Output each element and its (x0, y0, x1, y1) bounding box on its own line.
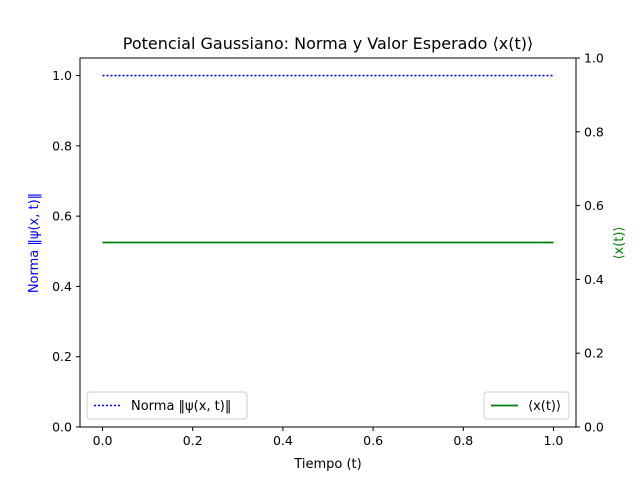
x-tick-label-4: 0.8 (453, 433, 473, 448)
plot-layer: 0.0 0.2 0.4 0.6 0.8 1.0 0.0 0.2 0.4 0.6 0.8 1.0 0.0 0… (52, 51, 604, 449)
legend-norma: Norma ‖ψ(x, t)‖ (86, 391, 248, 420)
x-tick-label-5: 1.0 (544, 433, 564, 448)
x-tick-label-0: 0.0 (93, 433, 113, 448)
axes-frame (79, 57, 577, 428)
y-left-tick-label-0: 0.0 (52, 420, 72, 435)
y-left-tick-label-1: 0.2 (52, 349, 72, 364)
x-axis-label: Tiempo (t) (293, 457, 361, 472)
legend-expectation: ⟨x(t)⟩ (483, 391, 570, 420)
y-left-tick-label-3: 0.6 (52, 209, 72, 224)
y-right-tick-label-3: 0.6 (584, 198, 604, 213)
y-right-tick-label-2: 0.4 (584, 272, 604, 287)
y-axis-label-left: Norma ‖ψ(x, t)‖ (27, 193, 42, 293)
legend-expectation-label: ⟨x(t)⟩ (528, 399, 561, 414)
legend-norma-label: Norma ‖ψ(x, t)‖ (131, 399, 231, 414)
y-right-tick-label-1: 0.2 (584, 346, 604, 361)
y-left-tick-label-4: 0.8 (52, 138, 72, 153)
y-left-tick-label-2: 0.4 (52, 279, 72, 294)
x-tick-label-3: 0.6 (363, 433, 383, 448)
y-right-tick-label-0: 0.0 (584, 420, 604, 435)
y-right-tick-label-5: 1.0 (584, 51, 604, 66)
y-right-tick-label-4: 0.8 (584, 124, 604, 139)
x-tick-label-1: 0.2 (183, 433, 203, 448)
chart-title: Potencial Gaussiano: Norma y Valor Esper… (123, 34, 533, 53)
x-tick-label-2: 0.4 (273, 433, 293, 448)
legend-norma-box (86, 391, 248, 420)
legend-expectation-box (483, 391, 570, 420)
y-left-tick-label-5: 1.0 (52, 68, 72, 83)
y-axis-label-right: ⟨x(t)⟩ (612, 226, 627, 259)
